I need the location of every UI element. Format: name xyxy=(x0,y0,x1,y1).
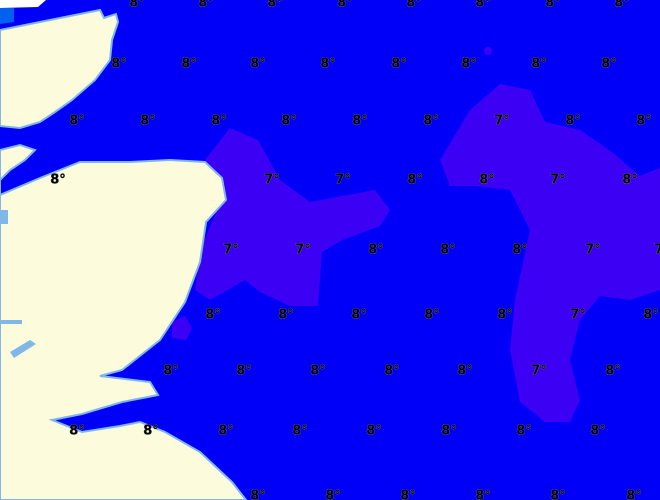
inland-water xyxy=(0,8,14,24)
land-north xyxy=(0,8,120,130)
temperature-label: 7° xyxy=(654,243,660,258)
temperature-label: 8° xyxy=(384,364,400,379)
temperature-label: 8° xyxy=(163,364,179,379)
temperature-label: 8° xyxy=(550,489,566,500)
temperature-label: 8° xyxy=(475,489,491,500)
cold-zone-east xyxy=(440,84,660,422)
temperature-label: 8° xyxy=(310,364,326,379)
temperature-label: 7° xyxy=(550,173,566,188)
temperature-label: 8° xyxy=(475,0,491,11)
temperature-label: 8° xyxy=(250,57,266,72)
temperature-label: 8° xyxy=(391,57,407,72)
temperature-label: 8° xyxy=(461,57,477,72)
temperature-label: 7° xyxy=(223,243,239,258)
temperature-label: 8° xyxy=(325,489,341,500)
temperature-label: 7° xyxy=(494,114,510,129)
temperature-label: 8° xyxy=(531,57,547,72)
temperature-label: 8° xyxy=(614,0,630,11)
temperature-label: 8° xyxy=(601,57,617,72)
temperature-label: 8° xyxy=(236,364,252,379)
temperature-label: 8° xyxy=(643,308,659,323)
temperature-label: 8° xyxy=(292,424,308,439)
temperature-label: 8° xyxy=(143,424,159,439)
temperature-label: 8° xyxy=(211,114,227,129)
temperature-label: 8° xyxy=(622,173,638,188)
temperature-label: 8° xyxy=(497,308,513,323)
temperature-label: 8° xyxy=(111,57,127,72)
cold-zone-west xyxy=(195,128,390,306)
land-south xyxy=(0,143,248,500)
temperature-label: 8° xyxy=(368,243,384,258)
temperature-label: 8° xyxy=(337,0,353,11)
temperature-label: 7° xyxy=(295,243,311,258)
temperature-label: 8° xyxy=(267,0,283,11)
sea-7-degree-areas xyxy=(172,47,660,422)
temperature-label: 8° xyxy=(565,114,581,129)
temperature-label: 8° xyxy=(352,114,368,129)
inland-lakes xyxy=(0,210,36,358)
temperature-label: 8° xyxy=(250,489,266,500)
no-data-corner xyxy=(0,0,46,8)
cold-zone-blob xyxy=(172,316,192,340)
temperature-label: 8° xyxy=(516,424,532,439)
temperature-label: 8° xyxy=(69,114,85,129)
temperature-label: 7° xyxy=(264,173,280,188)
temperature-label: 8° xyxy=(50,173,66,188)
temperature-label: 8° xyxy=(366,424,382,439)
temperature-label: 8° xyxy=(424,308,440,323)
temperature-label: 7° xyxy=(570,308,586,323)
temperature-labels: 8° 8° 8° 8° 8° 8° 8° 8° 8° 8° 8° 8° 8° 8° 8° 8° 8° 8° 8° 8°… xyxy=(50,0,660,500)
temperature-label: 8° xyxy=(181,57,197,72)
temperature-label: 8° xyxy=(281,114,297,129)
temperature-label: 7° xyxy=(585,243,601,258)
temperature-label: 8° xyxy=(218,424,234,439)
temperature-label: 8° xyxy=(423,114,439,129)
land xyxy=(0,8,248,500)
temperature-label: 8° xyxy=(590,424,606,439)
temperature-label: 8° xyxy=(129,0,145,11)
temperature-label: 8° xyxy=(407,173,423,188)
temperature-label: 8° xyxy=(636,114,652,129)
temperature-label: 8° xyxy=(351,308,367,323)
temperature-label: 8° xyxy=(69,424,85,439)
temperature-label: 8° xyxy=(198,0,214,11)
temperature-label: 8° xyxy=(512,243,528,258)
temperature-label: 8° xyxy=(440,243,456,258)
temperature-label: 8° xyxy=(400,489,416,500)
temperature-label: 8° xyxy=(406,0,422,11)
temperature-label: 8° xyxy=(278,308,294,323)
temperature-label: 8° xyxy=(205,308,221,323)
temperature-label: 8° xyxy=(545,0,561,11)
temperature-label: 8° xyxy=(320,57,336,72)
temperature-label: 8° xyxy=(441,424,457,439)
temperature-label: 7° xyxy=(531,364,547,379)
temperature-label: 8° xyxy=(605,364,621,379)
temperature-label: 8° xyxy=(457,364,473,379)
temperature-label: 8° xyxy=(626,489,642,500)
temperature-label: 8° xyxy=(479,173,495,188)
temperature-label: 8° xyxy=(140,114,156,129)
temperature-label: 7° xyxy=(335,173,351,188)
